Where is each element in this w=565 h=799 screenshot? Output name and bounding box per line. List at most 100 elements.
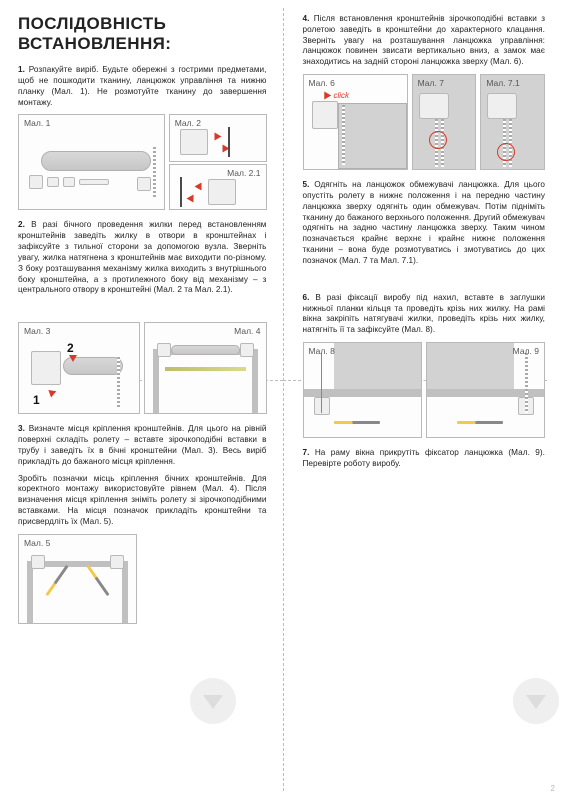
fig5-label: Мал. 5 <box>24 538 50 548</box>
fig5-tool-r <box>87 565 110 596</box>
para-4: 4. Після встановлення кронштейнів зірочк… <box>303 14 546 68</box>
fig6-click: click <box>334 91 350 100</box>
para-2: 2. В разі бічного проведення жилки перед… <box>18 220 267 296</box>
fig1-chain <box>153 147 156 197</box>
figrow-1-2: Мал. 1 Мал. 2 <box>18 114 267 210</box>
fig9-tool <box>457 421 503 424</box>
fig-4: Мал. 4 <box>144 322 266 414</box>
fig21-label: Мал. 2.1 <box>227 168 260 178</box>
para-3b: Зробіть позначки місць кріплення бічних … <box>18 474 267 528</box>
fig4-tube <box>171 345 239 355</box>
fig-5: Мал. 5 <box>18 534 137 624</box>
fig7-circle <box>429 131 447 149</box>
fig21-arrow2 <box>186 195 193 203</box>
fig9-box: Мал. 9 <box>426 342 545 438</box>
fig-71: Мал. 7.1 <box>480 74 545 170</box>
figrow-8-9: Мал. 8 Мал. 9 <box>303 342 546 438</box>
fig-1: Мал. 1 <box>18 114 165 210</box>
fig5-frame-r <box>122 561 128 623</box>
fig6-box: Мал. 6 click <box>303 74 408 170</box>
fig2-bracket <box>180 129 208 155</box>
fig6-bracket <box>312 101 338 129</box>
fig2-label: Мал. 2 <box>175 118 201 128</box>
para-5: 5. Одягніть на ланцюжок обмежувачі ланцю… <box>303 180 546 267</box>
para-6-text: В разі фіксації виробу під нахил, вставт… <box>303 293 546 334</box>
fig2-cord <box>228 127 230 157</box>
fig1-part-c <box>63 177 75 187</box>
fig2-arrow1 <box>214 133 221 141</box>
fig71-box: Мал. 7.1 <box>480 74 545 170</box>
fig2-box: Мал. 2 <box>169 114 267 162</box>
fig4-frame-l <box>153 349 159 413</box>
fig21-box: Мал. 2.1 <box>169 164 267 210</box>
fig6-label: Мал. 6 <box>309 78 335 88</box>
para-5-text: Одягніть на ланцюжок обмежувачі ланцюжка… <box>303 180 546 265</box>
fig3-bracket <box>31 351 61 385</box>
step-number-5: 5. <box>303 180 310 189</box>
fig71-mech <box>487 93 517 119</box>
fig1-part-d <box>79 179 109 185</box>
fig-2-21: Мал. 2 Мал. 2.1 <box>169 114 267 210</box>
fig1-tube <box>41 151 151 171</box>
fig7-mech <box>419 93 449 119</box>
watermark-left <box>190 678 236 724</box>
para-7-text: На раму вікна прикрутіть фіксатор ланцюж… <box>303 448 546 468</box>
step-number-4: 4. <box>303 14 310 23</box>
fig5-b1 <box>31 555 45 569</box>
fig-6: Мал. 6 click <box>303 74 408 170</box>
fig21-bracket <box>208 179 236 205</box>
fig3-arr-1 <box>48 388 57 398</box>
para-1-text: Розпакуйте виріб. Будьте обережні з гост… <box>18 65 267 106</box>
page-root: ПОСЛІДОВНІСТЬ ВСТАНОВЛЕННЯ: 1. Розпакуйт… <box>0 0 565 799</box>
fig8-label: Мал. 8 <box>309 346 335 356</box>
fig3-label: Мал. 3 <box>24 326 50 336</box>
fig-9: Мал. 9 <box>426 342 545 438</box>
figrow-5: Мал. 5 <box>18 534 267 624</box>
step-number-3: 3. <box>18 424 25 433</box>
fig8-tool <box>334 421 380 424</box>
fig4-box: Мал. 4 <box>144 322 266 414</box>
para-2-text: В разі бічного проведення жилки перед вс… <box>18 220 267 294</box>
para-3a-text: Визначте місця кріплення кронштейнів. Дл… <box>18 424 267 465</box>
fig1-box: Мал. 1 <box>18 114 165 210</box>
fig4-level <box>165 367 245 371</box>
fig4-b1 <box>157 343 171 357</box>
step-number-6: 6. <box>303 293 310 302</box>
fig-7: Мал. 7 <box>412 74 477 170</box>
fig7-fabric <box>413 75 476 170</box>
fig8-tensioner <box>314 397 330 415</box>
page-title: ПОСЛІДОВНІСТЬ ВСТАНОВЛЕННЯ: <box>18 14 267 53</box>
fig5-box: Мал. 5 <box>18 534 137 624</box>
fig7-label: Мал. 7 <box>418 78 444 88</box>
fig3-arr-2 <box>69 355 77 362</box>
para-1: 1. Розпакуйте виріб. Будьте обережні з г… <box>18 65 267 108</box>
fig5-tool-l <box>45 565 68 596</box>
fig8-cord <box>321 353 322 413</box>
fig3-num1: 1 <box>33 393 40 407</box>
fig1-part-e <box>137 177 151 191</box>
fig8-box: Мал. 8 <box>303 342 422 438</box>
page-number: 2 <box>551 784 555 793</box>
fig9-label: Мал. 9 <box>513 346 539 356</box>
fig8-fabric <box>334 343 421 389</box>
fig6-chain <box>342 105 345 165</box>
fig5-b2 <box>110 555 124 569</box>
fig3-box: Мал. 3 2 1 <box>18 322 140 414</box>
left-column: ПОСЛІДОВНІСТЬ ВСТАНОВЛЕННЯ: 1. Розпакуйт… <box>0 0 283 799</box>
fig5-frame-l <box>27 561 33 623</box>
watermark-right <box>513 678 559 724</box>
fig9-fabric <box>427 343 514 389</box>
fig1-label: Мал. 1 <box>24 118 50 128</box>
fig4-b2 <box>240 343 254 357</box>
fig4-label: Мал. 4 <box>234 326 260 336</box>
fig4-frame-r <box>252 349 258 413</box>
para-4-text: Після встановлення кронштейнів зірочкопо… <box>303 14 546 66</box>
fig-3: Мал. 3 2 1 <box>18 322 140 414</box>
right-column: 4. Після встановлення кронштейнів зірочк… <box>283 0 565 799</box>
fig-8: Мал. 8 <box>303 342 422 438</box>
para-7: 7. На раму вікна прикрутіть фіксатор лан… <box>303 448 546 470</box>
step-number-2: 2. <box>18 220 25 229</box>
fig1-part-a <box>29 175 43 189</box>
fig7-box: Мал. 7 <box>412 74 477 170</box>
step-number-7: 7. <box>303 448 310 457</box>
